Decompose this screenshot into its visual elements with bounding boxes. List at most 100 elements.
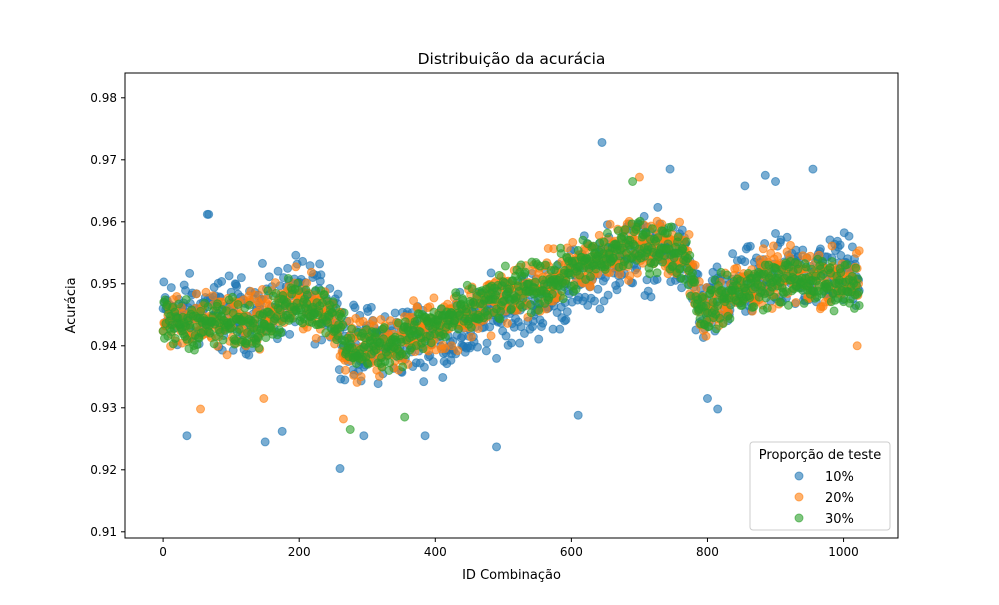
point: [835, 240, 845, 250]
point: [501, 331, 511, 341]
legend-label: 10%: [825, 470, 854, 485]
point: [366, 302, 376, 312]
point: [526, 308, 536, 318]
point: [762, 303, 772, 313]
point: [228, 292, 238, 302]
point: [785, 240, 795, 250]
point: [701, 331, 711, 341]
point: [217, 277, 227, 286]
point: [842, 260, 852, 270]
point: [852, 341, 862, 351]
legend-marker: [794, 471, 804, 481]
y-tick-label: 0.98: [90, 91, 117, 105]
point: [502, 318, 512, 328]
point: [390, 308, 400, 318]
point: [486, 268, 496, 278]
point: [602, 228, 612, 238]
point: [482, 338, 492, 348]
point: [218, 335, 228, 345]
point: [728, 249, 738, 259]
point: [191, 322, 201, 332]
point: [768, 241, 778, 251]
y-tick-label: 0.95: [90, 277, 117, 291]
point: [315, 259, 325, 269]
point: [530, 277, 540, 287]
point: [191, 289, 201, 299]
x-tick-label: 1000: [828, 545, 859, 559]
point: [652, 268, 662, 278]
x-tick-label: 400: [424, 545, 447, 559]
point: [374, 371, 384, 381]
point: [492, 353, 502, 363]
point: [740, 257, 750, 267]
point: [625, 271, 635, 281]
point: [732, 263, 742, 273]
point: [263, 286, 273, 296]
point: [634, 172, 644, 182]
point: [466, 332, 476, 342]
point: [209, 339, 219, 349]
point: [259, 394, 269, 403]
point: [605, 219, 615, 229]
point: [558, 294, 568, 304]
point: [817, 256, 827, 266]
point: [829, 306, 839, 316]
point: [418, 344, 428, 354]
point: [481, 346, 491, 356]
point: [704, 321, 714, 331]
point: [632, 268, 642, 278]
point: [827, 241, 837, 251]
point: [356, 372, 366, 382]
point: [675, 217, 685, 227]
point: [702, 394, 712, 403]
point: [500, 261, 510, 271]
point: [665, 164, 675, 174]
point: [854, 246, 864, 256]
point: [196, 306, 206, 316]
point: [590, 296, 600, 306]
y-axis-label: Acurácia: [64, 277, 79, 333]
point: [273, 266, 283, 276]
legend: Proporção de teste 10% 20% 30%: [749, 441, 891, 531]
point: [557, 286, 567, 296]
y-tick-label: 0.92: [90, 463, 117, 477]
point: [170, 333, 180, 343]
point: [776, 297, 786, 307]
point: [783, 300, 793, 310]
point: [316, 270, 326, 280]
point: [745, 293, 755, 303]
point: [749, 302, 759, 312]
y-tick-label: 0.94: [90, 339, 117, 353]
point: [166, 283, 176, 293]
point: [595, 304, 605, 314]
point: [722, 270, 732, 280]
point: [628, 177, 638, 186]
point: [583, 300, 593, 310]
point: [725, 314, 735, 324]
point: [302, 290, 312, 300]
x-tick-label: 800: [696, 545, 719, 559]
point: [711, 324, 721, 334]
point: [428, 357, 438, 367]
point: [331, 303, 341, 313]
point: [745, 241, 755, 251]
point: [827, 256, 837, 266]
point: [758, 244, 768, 254]
point: [441, 332, 450, 342]
point: [340, 375, 350, 385]
point: [504, 284, 514, 294]
point: [213, 299, 223, 309]
point: [516, 260, 526, 270]
point: [294, 286, 304, 295]
x-tick-label: 0: [159, 545, 167, 559]
point: [350, 303, 360, 313]
series-2: [158, 177, 864, 434]
point: [653, 202, 663, 212]
point: [740, 181, 750, 191]
point: [283, 263, 293, 273]
point: [495, 314, 505, 324]
y-tick-label: 0.91: [90, 525, 117, 539]
point: [174, 299, 184, 309]
point: [718, 319, 728, 329]
